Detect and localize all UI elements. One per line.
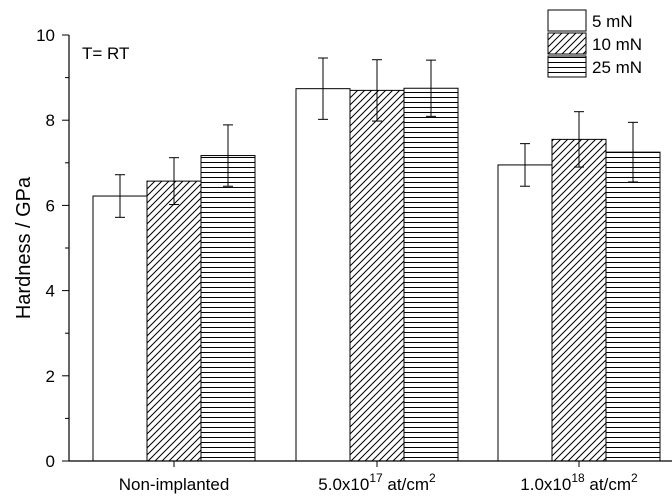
y-tick-label: 6 <box>46 196 55 215</box>
y-ticks: 0 2 4 6 8 10 <box>36 26 69 471</box>
x-tick-label: Non-implanted <box>119 475 230 494</box>
legend-swatch-25mn <box>547 55 587 78</box>
legend-label: 5 mN <box>592 12 633 31</box>
bar-25mn-cat1 <box>403 87 459 462</box>
y-axis-label: Hardness / GPa <box>13 176 35 319</box>
y-tick-label: 0 <box>46 452 55 471</box>
x-ticks: Non-implanted 5.0x1017 at/cm2 1.0x1018 at/… <box>119 461 638 494</box>
error-bars-layer <box>115 57 638 218</box>
bar-5mn-cat1 <box>295 88 351 462</box>
temperature-annotation: T= RT <box>82 44 129 63</box>
bars-layer <box>92 87 661 462</box>
bar-10mn-cat0 <box>146 180 202 462</box>
bar-25mn-cat0 <box>200 155 256 462</box>
y-tick-label: 2 <box>46 367 55 386</box>
legend-label: 25 mN <box>592 58 642 77</box>
y-tick-label: 10 <box>36 26 55 45</box>
legend-swatch-5mn <box>547 9 587 32</box>
legend-label: 10 mN <box>592 35 642 54</box>
legend-swatch-10mn <box>547 32 587 55</box>
y-tick-label: 4 <box>46 282 55 301</box>
bar-5mn-cat2 <box>497 164 553 462</box>
x-tick-label: 1.0x1018 at/cm2 <box>520 471 638 494</box>
bar-5mn-cat0 <box>92 195 148 462</box>
x-tick-label: 5.0x1017 at/cm2 <box>318 471 436 494</box>
bar-10mn-cat2 <box>551 138 607 462</box>
bar-25mn-cat2 <box>605 151 661 462</box>
y-tick-label: 8 <box>46 111 55 130</box>
legend: 5 mN 10 mN 25 mN <box>547 9 642 78</box>
bar-10mn-cat1 <box>349 89 405 462</box>
